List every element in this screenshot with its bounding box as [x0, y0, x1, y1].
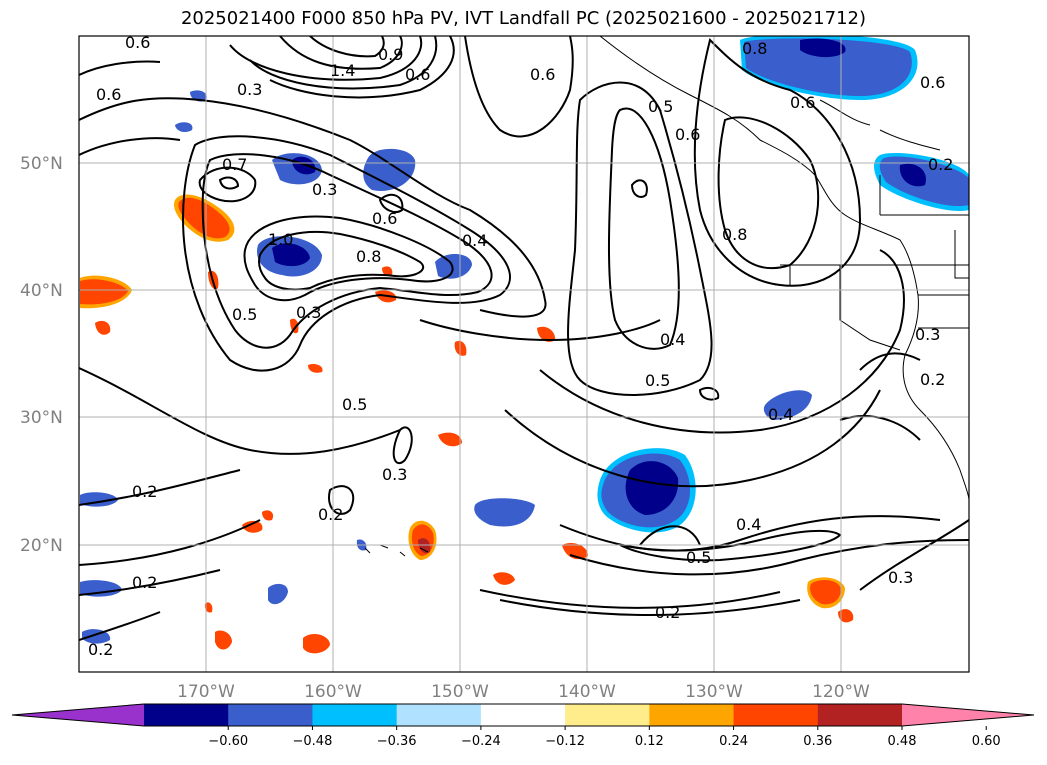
latitude-labels: 50°N 40°N 30°N 20°N — [20, 154, 63, 556]
contour-label: 0.2 — [88, 640, 113, 659]
shaded-field — [80, 36, 969, 654]
gridlines — [79, 36, 969, 672]
contour-label: 0.4 — [736, 515, 761, 534]
colorbar-swatch — [312, 704, 398, 726]
lon-label: 120°W — [812, 682, 870, 702]
contour-label: 0.2 — [318, 505, 343, 524]
contour-label: 0.4 — [660, 330, 685, 349]
colorbar-tick-label: 0.24 — [719, 734, 748, 749]
contour-label: 0.6 — [125, 33, 150, 52]
contour-label: 0.2 — [132, 482, 157, 501]
coastline — [364, 36, 969, 557]
colorbar-tick-label: −0.36 — [377, 734, 417, 749]
colorbar-tick-label: 0.36 — [803, 734, 832, 749]
contour-label: 0.5 — [648, 97, 673, 116]
lat-label: 40°N — [20, 281, 63, 301]
colorbar-extend-max — [902, 704, 1034, 726]
colorbar-tick-label: 0.48 — [888, 734, 917, 749]
lat-label: 30°N — [20, 408, 63, 428]
contour-label: 0.6 — [675, 125, 700, 144]
contour-label: 0.6 — [372, 209, 397, 228]
lat-label: 20°N — [20, 536, 63, 556]
contour-labels: 0.6 1.4 0.9 0.6 0.3 0.6 0.6 0.5 0.6 0.8 … — [88, 33, 953, 659]
colorbar-tick-label: −0.60 — [208, 734, 248, 749]
colorbar-swatch — [733, 704, 819, 726]
colorbar-swatch — [817, 704, 903, 726]
contour-lines — [79, 36, 969, 641]
contour-label: 0.2 — [132, 573, 157, 592]
colorbar-swatch — [480, 704, 566, 726]
contour-label: 0.9 — [378, 45, 403, 64]
contour-label: 0.4 — [462, 231, 487, 250]
colorbar-tick-label: −0.24 — [461, 734, 501, 749]
colorbar-extend-min — [12, 704, 144, 726]
colorbar-tick-label: 0.12 — [635, 734, 664, 749]
longitude-labels: 170°W 160°W 150°W 140°W 130°W 120°W — [177, 682, 870, 702]
lon-label: 150°W — [431, 682, 489, 702]
lon-label: 160°W — [304, 682, 362, 702]
contour-label: 0.6 — [790, 93, 815, 112]
map-frame — [78, 35, 970, 673]
contour-label: 0.8 — [722, 225, 747, 244]
map-area — [79, 36, 969, 672]
lon-label: 140°W — [558, 682, 616, 702]
contour-label: 0.2 — [928, 155, 953, 174]
colorbar-tick-label: −0.48 — [293, 734, 333, 749]
plot-title: 2025021400 F000 850 hPa PV, IVT Landfall… — [180, 8, 867, 29]
contour-label: 0.8 — [356, 247, 381, 266]
colorbar-tick-label: 0.60 — [972, 734, 1001, 749]
contour-label: 0.3 — [915, 325, 940, 344]
colorbar-outline — [11, 703, 1035, 727]
contour-label: 0.5 — [645, 371, 670, 390]
contour-label: 1.0 — [268, 230, 293, 249]
lon-label: 130°W — [685, 682, 743, 702]
contour-label: 0.3 — [296, 303, 321, 322]
contour-label: 0.3 — [237, 80, 262, 99]
contour-label: 0.3 — [888, 568, 913, 587]
contour-label: 0.2 — [655, 603, 680, 622]
contour-label: 0.6 — [96, 85, 121, 104]
lon-label: 170°W — [177, 682, 235, 702]
contour-label: 0.5 — [232, 305, 257, 324]
contour-label: 0.3 — [312, 180, 337, 199]
contour-label: 0.5 — [342, 395, 367, 414]
contour-label: 0.5 — [686, 548, 711, 567]
contour-label: 0.6 — [920, 73, 945, 92]
colorbar: −0.60 −0.48 −0.36 −0.24 −0.12 0.12 0.24 0.36 0.4… — [11, 703, 1035, 749]
lat-label: 50°N — [20, 154, 63, 174]
contour-label: 0.8 — [742, 39, 767, 58]
contour-label: 0.7 — [222, 155, 247, 174]
colorbar-swatch — [144, 704, 229, 726]
contour-label: 1.4 — [330, 61, 355, 80]
contour-label: 0.6 — [405, 65, 430, 84]
contour-label: 0.3 — [382, 465, 407, 484]
colorbar-swatch — [649, 704, 735, 726]
colorbar-swatch — [228, 704, 313, 726]
contour-label: 0.2 — [920, 370, 945, 389]
colorbar-swatch — [396, 704, 482, 726]
contour-label: 0.6 — [530, 65, 555, 84]
colorbar-swatch — [565, 704, 650, 726]
contour-label: 0.4 — [768, 405, 793, 424]
colorbar-tick-label: −0.12 — [545, 734, 585, 749]
